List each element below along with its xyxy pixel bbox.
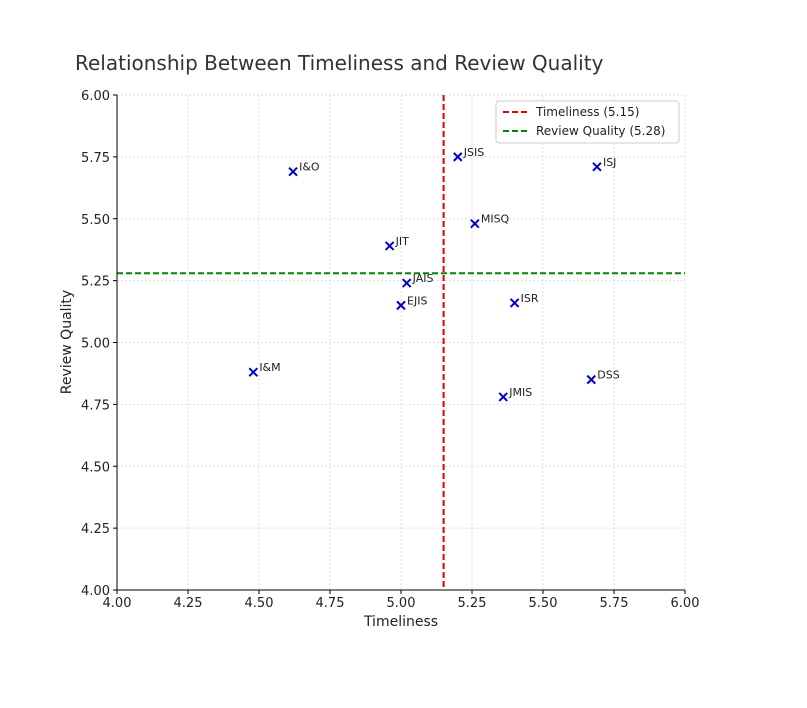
point-label: EJIS (407, 294, 427, 307)
data-point: I&M (248, 361, 281, 377)
legend: Timeliness (5.15) Review Quality (5.28) (495, 100, 680, 144)
legend-box (495, 100, 680, 144)
y-tick-label: 5.50 (81, 213, 110, 228)
x-tick-label: 4.75 (316, 596, 345, 611)
point-label: ISJ (603, 156, 616, 169)
y-tick-label: 5.00 (81, 337, 110, 352)
point-label: JMIS (508, 386, 532, 399)
data-point: MISQ (470, 213, 510, 229)
point-label: JAIS (412, 272, 434, 285)
data-point: JSIS (453, 146, 484, 162)
point-label: JSIS (463, 146, 484, 159)
x-tick-label: 5.50 (529, 596, 558, 611)
chart-title: Relationship Between Timeliness and Revi… (75, 51, 604, 75)
point-marker (509, 298, 520, 308)
point-label: I&M (259, 361, 280, 374)
point-marker (498, 392, 508, 402)
data-point: I&O (288, 161, 320, 177)
x-tick-label: 4.50 (245, 596, 274, 611)
y-tick-label: 6.00 (81, 89, 110, 104)
point-marker (288, 167, 298, 177)
data-point: JMIS (498, 386, 532, 402)
point-marker (248, 367, 259, 377)
point-marker (586, 374, 596, 385)
data-point: JAIS (401, 272, 434, 288)
data-point: ISR (509, 292, 539, 308)
x-tick-label: 5.00 (387, 596, 416, 611)
y-tick-label: 4.25 (81, 522, 110, 537)
data-point: ISJ (592, 156, 616, 172)
data-point: DSS (586, 369, 620, 385)
grid (116, 94, 686, 591)
data-point: JIT (384, 235, 409, 251)
point-label: I&O (299, 161, 320, 174)
y-axis-label: Review Quality (59, 290, 75, 394)
point-marker (453, 152, 463, 162)
point-label: MISQ (481, 213, 510, 226)
point-label: ISR (521, 292, 539, 305)
x-axis-label: Timeliness (363, 614, 438, 630)
y-tick-label: 5.25 (81, 275, 110, 290)
point-label: JIT (395, 235, 409, 248)
x-tick-label: 5.25 (458, 596, 487, 611)
point-marker (384, 241, 395, 251)
data-points: I&O JSIS ISJ MISQ JIT JAIS EJIS ISR I&M DSS JMIS (248, 146, 620, 402)
legend-label-review-quality: Review Quality (5.28) (536, 124, 665, 138)
axis-ticks: 4.00 4.25 4.50 4.75 5.00 5.25 5.50 5.75 6.00 4.00… (81, 89, 699, 611)
point-label: DSS (597, 369, 619, 382)
y-tick-label: 5.75 (81, 151, 110, 166)
x-tick-label: 4.25 (174, 596, 203, 611)
x-tick-label: 6.00 (671, 596, 700, 611)
legend-label-timeliness: Timeliness (5.15) (535, 105, 639, 119)
point-marker (401, 278, 412, 288)
y-tick-label: 4.75 (81, 398, 110, 413)
reference-lines (117, 95, 685, 590)
y-tick-label: 4.00 (81, 584, 110, 599)
point-marker (470, 218, 480, 229)
x-tick-label: 5.75 (600, 596, 629, 611)
y-tick-label: 4.50 (81, 460, 110, 475)
point-marker (396, 300, 406, 311)
point-marker (592, 162, 602, 172)
data-point: EJIS (396, 294, 427, 311)
x-tick-label: 4.00 (103, 596, 132, 611)
